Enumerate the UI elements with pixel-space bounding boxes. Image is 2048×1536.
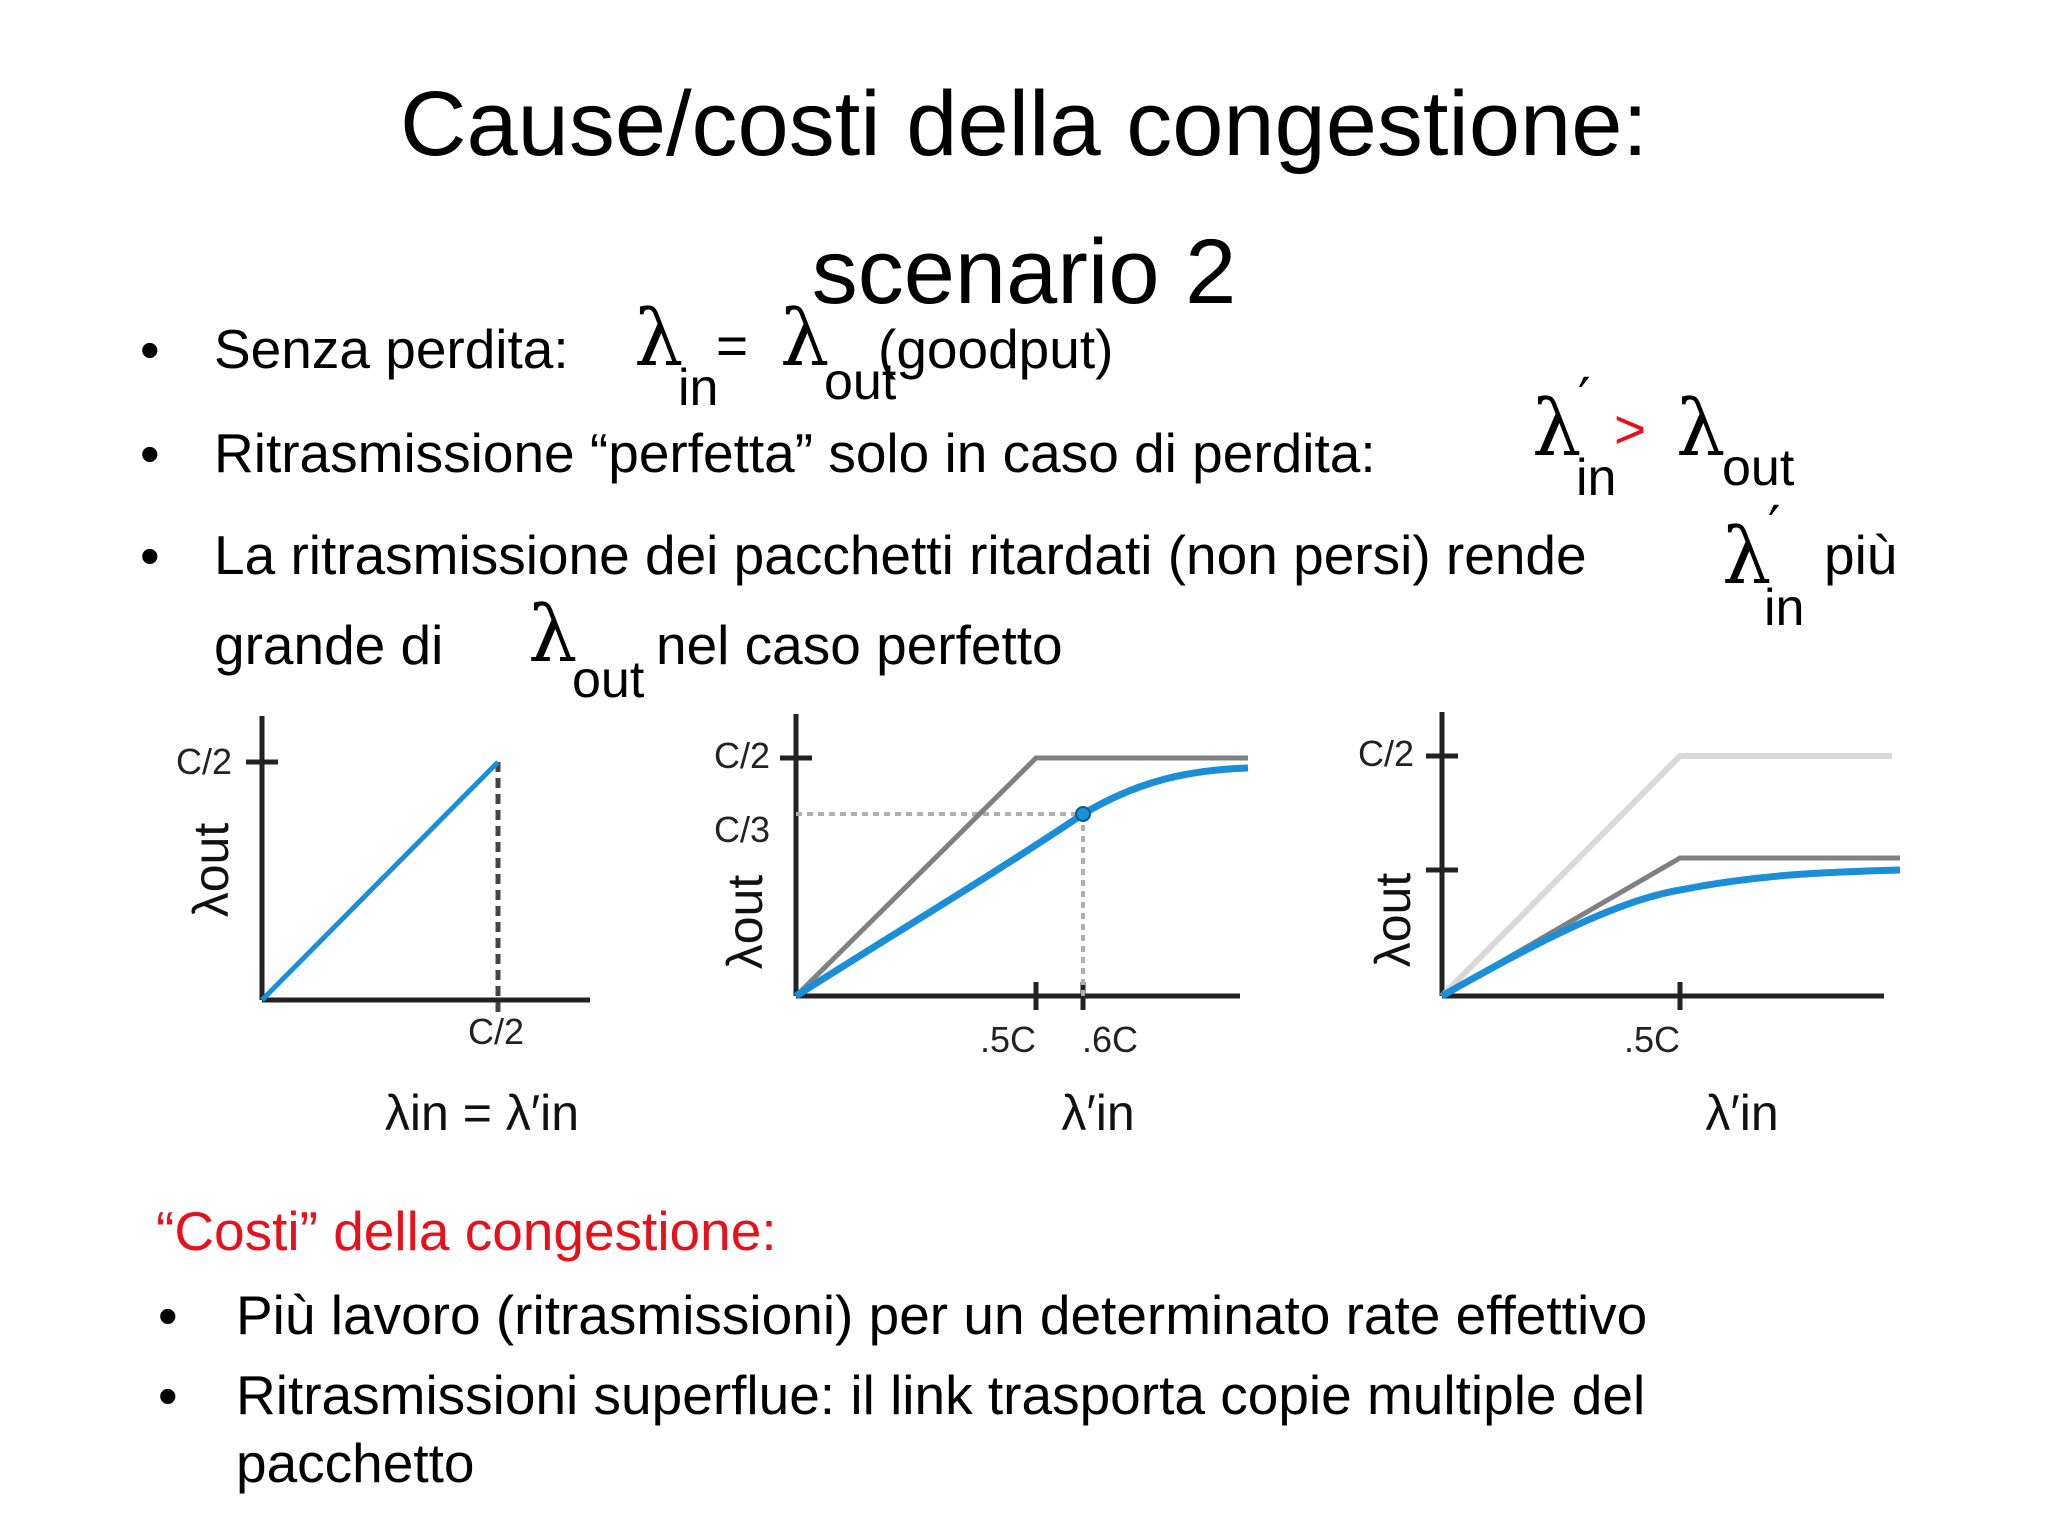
x-axis-label: λin = λ′in — [385, 1085, 579, 1141]
lambda-symbol: λ — [780, 294, 830, 384]
subscript-out: out — [824, 353, 897, 411]
x-tick-label: .5C — [980, 1019, 1036, 1060]
x-axis-label: λ′in — [1705, 1085, 1778, 1141]
bullet-dot: • — [158, 1284, 178, 1347]
y-tick-label: C/2 — [714, 735, 770, 776]
y-tick-label: C/3 — [714, 809, 770, 850]
slide-title-line1: Cause/costi della congestione: — [400, 73, 1648, 175]
bullet-dot: • — [140, 318, 160, 381]
x-axis-label: λ′in — [1061, 1085, 1134, 1141]
costs-heading: “Costi” della congestione: — [156, 1200, 777, 1262]
lambda-symbol: λ — [528, 590, 578, 680]
graph-1: C/2 C/2 λout λin = λ′in — [176, 716, 590, 1141]
subscript-in: in — [1764, 579, 1805, 637]
prime-mark: ′ — [1578, 367, 1591, 432]
greater-than-sign: > — [1614, 398, 1647, 460]
y-axis-label: λout — [1365, 873, 1421, 968]
y-axis-label: λout — [717, 875, 773, 970]
subscript-out: out — [1722, 439, 1795, 497]
bullet-dot: • — [140, 422, 160, 485]
y-axis-label: λout — [183, 823, 239, 918]
lambda-symbol: λ — [634, 294, 684, 384]
x-tick-label: .5C — [1624, 1019, 1680, 1060]
subscript-in: in — [1576, 449, 1617, 507]
prime-mark: ′ — [1768, 495, 1781, 560]
bullet-dot: • — [140, 524, 160, 587]
lambda-symbol: λ — [1722, 512, 1772, 602]
goodput-note: (goodput) — [878, 318, 1114, 380]
bullet-3-tail: più — [1824, 524, 1898, 586]
equals-sign: = — [716, 314, 749, 376]
bullet-2-text: Ritrasmissione “perfetta” solo in caso d… — [214, 422, 1376, 484]
bullet-3-line1: La ritrasmissione dei pacchetti ritardat… — [214, 524, 1587, 586]
bullet-dot: • — [158, 1364, 178, 1427]
bullet-3-line2-start: grande di — [214, 614, 444, 676]
subscript-out: out — [572, 651, 645, 709]
graph-2: C/2 C/3 .5C .6C λout λ′in — [714, 714, 1249, 1141]
slide-title-line2: scenario 2 — [811, 221, 1237, 323]
graph-3: C/2 .5C λout λ′in — [1358, 712, 1901, 1141]
lambda-symbol: λ — [1532, 384, 1582, 474]
x-tick-label: C/2 — [468, 1011, 524, 1052]
subscript-in: in — [678, 359, 719, 417]
bullet-3-line2-end: nel caso perfetto — [656, 614, 1063, 676]
lambda-symbol: λ — [1676, 384, 1726, 474]
x-tick-label: .6C — [1082, 1019, 1138, 1060]
bullet-1-text: Senza perdita: — [214, 318, 569, 380]
costs-item-continuation: pacchetto — [236, 1432, 475, 1494]
costs-item: Più lavoro (ritrasmissioni) per un deter… — [236, 1284, 1648, 1346]
costs-item: Ritrasmissioni superflue: il link traspo… — [236, 1364, 1646, 1426]
y-tick-label: C/2 — [1358, 733, 1414, 774]
y-tick-label: C/2 — [176, 741, 232, 782]
